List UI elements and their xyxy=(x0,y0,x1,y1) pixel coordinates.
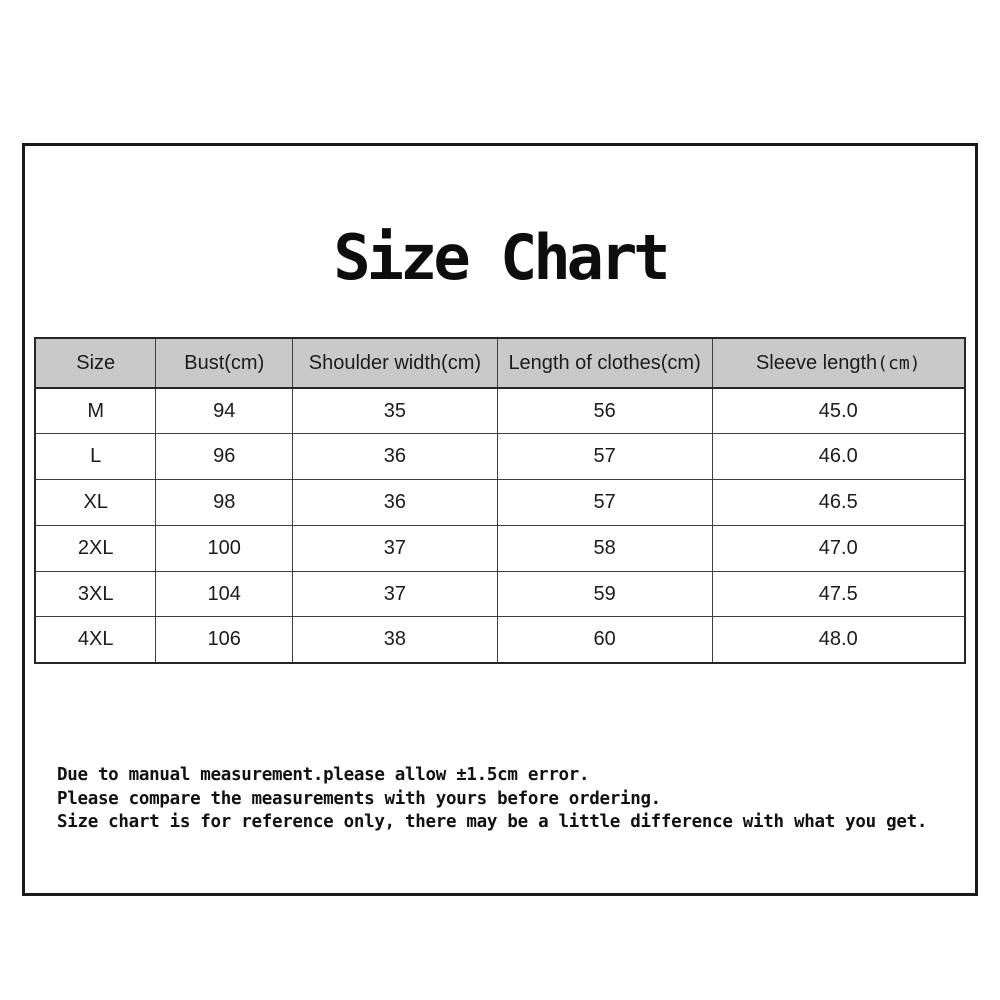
note-line: Please compare the measurements with you… xyxy=(57,788,661,809)
header-row: Size Bust(cm) Shoulder width(cm) Length … xyxy=(34,337,966,389)
cell-bust: 106 xyxy=(155,616,294,664)
cell-shoulder: 37 xyxy=(292,570,498,618)
cell-length: 56 xyxy=(496,387,713,435)
header-size: Size xyxy=(34,337,157,389)
header-sleeve-length-unit: (cm) xyxy=(877,352,921,374)
header-sleeve-length-label: Sleeve length xyxy=(755,351,878,374)
cell-size: 2XL xyxy=(34,524,157,572)
table-row: XL 98 36 57 46.5 xyxy=(34,479,966,526)
cell-shoulder: 35 xyxy=(292,387,498,435)
header-length-of-clothes: Length of clothes(cm) xyxy=(496,337,713,389)
cell-sleeve: 48.0 xyxy=(711,616,966,664)
cell-size: 4XL xyxy=(34,616,157,664)
cell-sleeve: 46.0 xyxy=(711,433,966,481)
note-line: Due to manual measurement.please allow ±… xyxy=(57,765,590,785)
note-line: Size chart is for reference only, there … xyxy=(57,812,928,832)
cell-shoulder: 37 xyxy=(292,524,498,572)
cell-sleeve: 47.5 xyxy=(711,570,966,618)
disclaimer-notes: Due to manual measurement.please allow ±… xyxy=(57,764,927,835)
cell-bust: 94 xyxy=(155,387,294,435)
header-shoulder-width: Shoulder width(cm) xyxy=(292,337,498,389)
cell-length: 57 xyxy=(496,479,713,526)
table-row: 2XL 100 37 58 47.0 xyxy=(34,524,966,572)
table-row: 3XL 104 37 59 47.5 xyxy=(34,570,966,618)
cell-sleeve: 46.5 xyxy=(711,479,966,526)
cell-size: M xyxy=(34,387,157,435)
cell-sleeve: 47.0 xyxy=(711,524,966,572)
header-sleeve-length: Sleeve length(cm) xyxy=(711,337,966,389)
cell-length: 60 xyxy=(496,616,713,664)
cell-size: XL xyxy=(34,479,157,526)
cell-length: 57 xyxy=(496,433,713,481)
table-row: L 96 36 57 46.0 xyxy=(34,433,966,481)
table-row: M 94 35 56 45.0 xyxy=(34,387,966,435)
cell-size: 3XL xyxy=(34,570,157,618)
size-table-header: Size Bust(cm) Shoulder width(cm) Length … xyxy=(34,337,966,389)
cell-shoulder: 38 xyxy=(292,616,498,664)
cell-shoulder: 36 xyxy=(292,433,498,481)
cell-shoulder: 36 xyxy=(292,479,498,526)
cell-length: 58 xyxy=(496,524,713,572)
cell-bust: 96 xyxy=(155,433,294,481)
size-chart-table: Size Bust(cm) Shoulder width(cm) Length … xyxy=(34,337,966,664)
cell-bust: 98 xyxy=(155,479,294,526)
page-title: Size Chart xyxy=(333,221,670,294)
cell-length: 59 xyxy=(496,570,713,618)
cell-size: L xyxy=(34,433,157,481)
cell-bust: 100 xyxy=(155,524,294,572)
size-table-body: M 94 35 56 45.0 L 96 36 57 46.0 XL 98 36… xyxy=(34,387,966,664)
cell-sleeve: 45.0 xyxy=(711,387,966,435)
table-row: 4XL 106 38 60 48.0 xyxy=(34,616,966,664)
header-bust: Bust(cm) xyxy=(155,337,294,389)
cell-bust: 104 xyxy=(155,570,294,618)
